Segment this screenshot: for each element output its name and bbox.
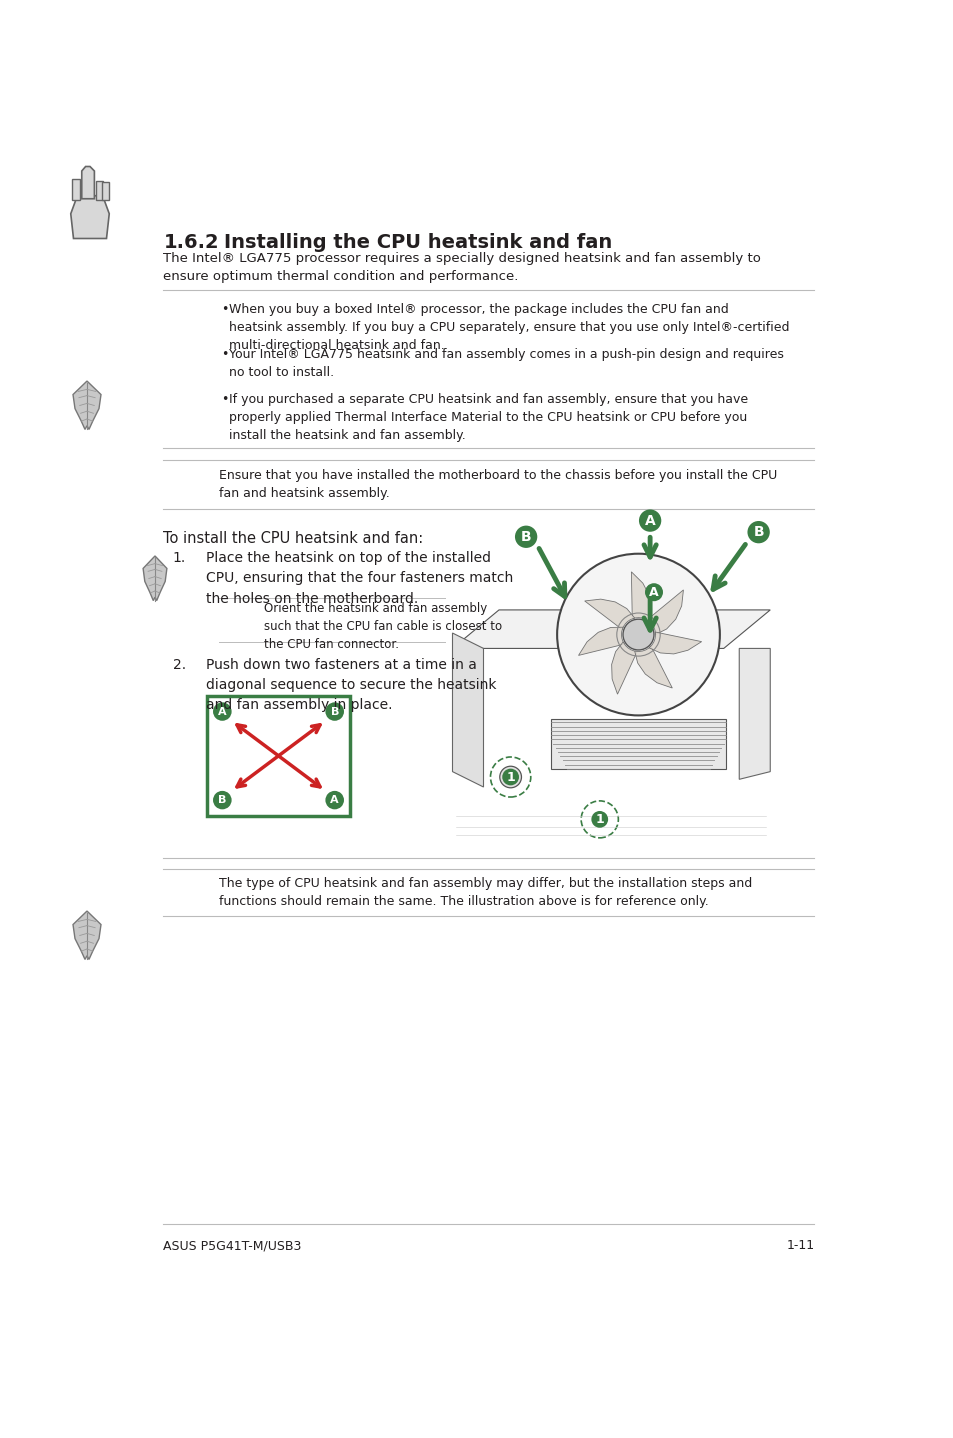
- Polygon shape: [71, 180, 79, 200]
- Text: 1.6.2: 1.6.2: [163, 233, 219, 252]
- Text: A: A: [330, 795, 338, 805]
- Text: A: A: [218, 706, 227, 716]
- Text: 2.: 2.: [172, 657, 186, 672]
- Text: If you purchased a separate CPU heatsink and fan assembly, ensure that you have
: If you purchased a separate CPU heatsink…: [229, 393, 748, 441]
- Polygon shape: [102, 183, 110, 200]
- Circle shape: [622, 620, 654, 650]
- Bar: [550, 719, 725, 769]
- Bar: [207, 696, 350, 815]
- Text: The Intel® LGA775 processor requires a specially designed heatsink and fan assem: The Intel® LGA775 processor requires a s…: [163, 252, 760, 283]
- Polygon shape: [634, 646, 672, 687]
- Polygon shape: [648, 633, 700, 654]
- Polygon shape: [584, 600, 634, 630]
- Circle shape: [325, 702, 344, 720]
- Text: Push down two fasteners at a time in a
diagonal sequence to secure the heatsink
: Push down two fasteners at a time in a d…: [206, 657, 496, 712]
- Polygon shape: [73, 912, 101, 959]
- Text: To install the CPU heatsink and fan:: To install the CPU heatsink and fan:: [163, 531, 423, 545]
- Polygon shape: [646, 590, 682, 634]
- Polygon shape: [95, 181, 103, 200]
- Polygon shape: [71, 196, 110, 239]
- Text: A: A: [648, 585, 659, 598]
- Text: Place the heatsink on top of the installed
CPU, ensuring that the four fasteners: Place the heatsink on top of the install…: [206, 551, 513, 605]
- Text: A: A: [644, 513, 655, 528]
- Polygon shape: [73, 381, 101, 430]
- Text: 1-11: 1-11: [785, 1240, 814, 1252]
- Text: The type of CPU heatsink and fan assembly may differ, but the installation steps: The type of CPU heatsink and fan assembl…: [219, 877, 752, 909]
- Polygon shape: [143, 557, 167, 601]
- Polygon shape: [452, 610, 769, 649]
- Text: •: •: [221, 393, 229, 406]
- Text: When you buy a boxed Intel® processor, the package includes the CPU fan and
heat: When you buy a boxed Intel® processor, t…: [229, 303, 789, 352]
- Text: Your Intel® LGA775 heatsink and fan assembly comes in a push-pin design and requ: Your Intel® LGA775 heatsink and fan asse…: [229, 348, 783, 380]
- Polygon shape: [452, 633, 483, 787]
- Text: B: B: [520, 529, 531, 544]
- Polygon shape: [739, 649, 769, 779]
- Text: B: B: [330, 706, 338, 716]
- Circle shape: [213, 791, 232, 810]
- Text: ASUS P5G41T-M/USB3: ASUS P5G41T-M/USB3: [163, 1240, 301, 1252]
- Text: B: B: [753, 525, 763, 539]
- Text: 1.: 1.: [172, 551, 186, 565]
- Circle shape: [325, 791, 344, 810]
- Circle shape: [213, 702, 232, 720]
- Text: Installing the CPU heatsink and fan: Installing the CPU heatsink and fan: [224, 233, 612, 252]
- Text: •: •: [221, 303, 229, 316]
- Circle shape: [499, 766, 521, 788]
- Polygon shape: [578, 627, 624, 656]
- Text: 1: 1: [506, 771, 515, 784]
- Polygon shape: [611, 641, 637, 695]
- Text: 1: 1: [595, 812, 603, 825]
- Text: B: B: [218, 795, 226, 805]
- Polygon shape: [631, 572, 651, 621]
- Text: •: •: [221, 348, 229, 361]
- Text: Orient the heatsink and fan assembly
such that the CPU fan cable is closest to
t: Orient the heatsink and fan assembly suc…: [264, 603, 502, 651]
- Circle shape: [557, 554, 720, 716]
- Polygon shape: [82, 167, 94, 198]
- Text: Ensure that you have installed the motherboard to the chassis before you install: Ensure that you have installed the mothe…: [219, 469, 777, 500]
